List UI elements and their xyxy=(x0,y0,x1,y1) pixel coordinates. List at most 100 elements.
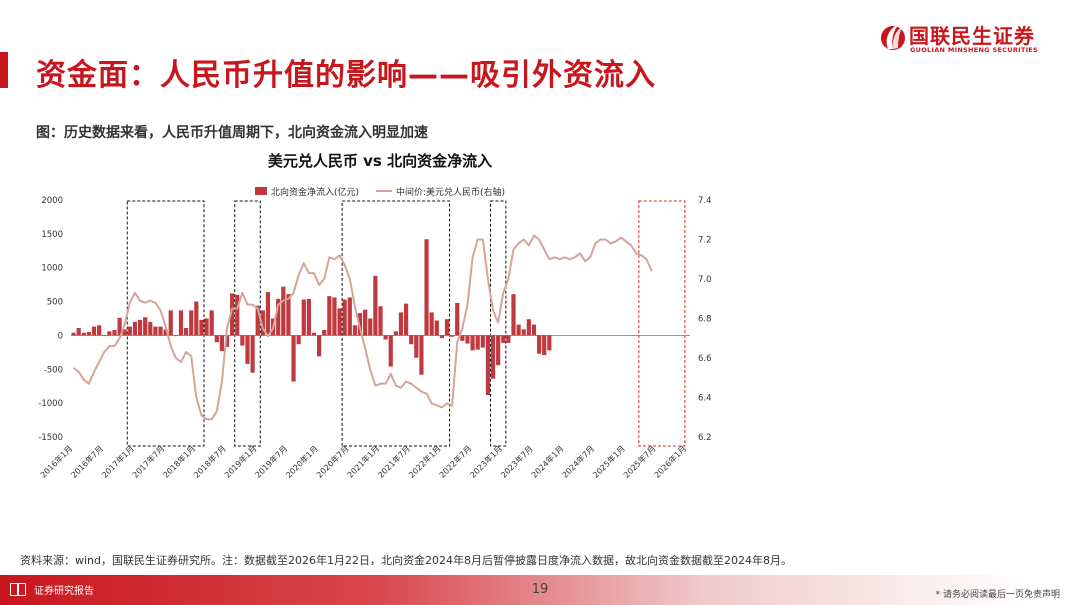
bar xyxy=(342,299,347,336)
bar xyxy=(306,298,311,336)
left-tick-label: -1500 xyxy=(38,433,63,443)
fx-line-series xyxy=(72,234,653,421)
bar xyxy=(163,329,168,336)
bar xyxy=(153,326,158,336)
left-tick-label: -500 xyxy=(44,365,63,375)
right-tick-label: 7.0 xyxy=(698,275,712,285)
bar xyxy=(301,299,306,336)
company-logo: 国联民生证券 GUOLIAN MINSHENG SECURITIES xyxy=(880,20,1050,56)
bar xyxy=(281,286,286,336)
bar xyxy=(173,335,178,337)
bar xyxy=(414,335,419,358)
bar xyxy=(127,326,132,336)
bar xyxy=(475,335,480,350)
right-tick-label: 6.8 xyxy=(698,315,712,325)
title-accent-bar xyxy=(0,52,8,88)
bar xyxy=(490,335,496,379)
bar xyxy=(403,303,409,336)
bar xyxy=(322,330,327,336)
bar xyxy=(168,310,173,336)
bar xyxy=(347,297,352,336)
bar xyxy=(439,335,444,339)
bar xyxy=(81,332,86,336)
bar xyxy=(480,335,485,348)
bar xyxy=(409,335,414,345)
bar xyxy=(178,310,184,336)
bar xyxy=(429,312,434,336)
bar xyxy=(260,310,265,336)
bar xyxy=(465,335,470,344)
left-tick-label: 1000 xyxy=(41,264,63,274)
bar xyxy=(286,294,291,336)
bar xyxy=(158,326,163,336)
bar xyxy=(184,327,189,336)
right-axis-ticks: 7.4 7.2 7.0 6.8 6.6 6.4 6.2 xyxy=(698,196,712,443)
legend-bar-swatch xyxy=(255,187,267,195)
right-tick-label: 6.2 xyxy=(698,433,712,443)
bar xyxy=(199,319,204,336)
bar xyxy=(460,335,465,341)
left-tick-label: -1000 xyxy=(38,399,63,409)
bar xyxy=(230,293,235,336)
book-icon xyxy=(10,583,26,596)
bar xyxy=(450,335,455,337)
bar xyxy=(296,335,301,345)
bar xyxy=(91,326,97,336)
right-tick-label: 6.6 xyxy=(698,354,712,364)
bar xyxy=(317,335,322,357)
bar xyxy=(255,305,260,336)
bar xyxy=(132,321,138,336)
bar xyxy=(86,332,92,336)
bar xyxy=(214,335,219,343)
left-tick-label: 500 xyxy=(47,298,63,308)
bar xyxy=(102,335,107,337)
highlight-regions xyxy=(126,200,686,447)
chart: 2000 1500 1000 500 0 -500 -1000 -1500 7.4 7.2 7.0… xyxy=(38,186,712,480)
logo-name: 国联民生证券 xyxy=(909,24,1035,48)
x-axis-ticks: 2016年1月2016年7月2017年1月2017年7月2018年1月2018年… xyxy=(38,443,688,479)
slide-title: 资金面：人民币升值的影响——吸引外资流入 xyxy=(36,58,656,93)
bar xyxy=(194,301,199,336)
bar xyxy=(76,327,81,336)
bar xyxy=(143,317,148,336)
bar xyxy=(97,325,102,336)
bar xyxy=(419,335,424,375)
bar xyxy=(107,331,112,336)
bar xyxy=(373,275,378,336)
left-axis-ticks: 2000 1500 1000 500 0 -500 -1000 -1500 xyxy=(38,196,63,443)
bar xyxy=(470,335,475,351)
bar xyxy=(526,319,531,336)
bar xyxy=(516,324,521,336)
footer-band xyxy=(0,575,1080,605)
bar xyxy=(240,335,245,346)
bar xyxy=(368,318,373,336)
left-tick-label: 2000 xyxy=(41,196,63,206)
bar xyxy=(137,319,143,336)
bar xyxy=(332,297,337,336)
bar xyxy=(235,294,240,336)
bar xyxy=(276,298,281,336)
bar xyxy=(204,318,209,336)
legend: 北向资金净流入(亿元) 中间价:美元兑人民币(右轴) xyxy=(255,186,505,198)
bar xyxy=(363,309,368,336)
source-note: 资料来源：wind，国联民生证券研究所。注：数据截至2026年1月22日，北向资… xyxy=(20,554,792,567)
bar xyxy=(501,335,506,343)
bar-series xyxy=(71,239,552,396)
bar xyxy=(434,320,439,336)
legend-line-label: 中间价:美元兑人民币(右轴) xyxy=(396,186,505,198)
figure-caption: 图：历史数据来看，人民币升值周期下，北向资金流入明显加速 xyxy=(36,125,428,141)
right-tick-label: 7.4 xyxy=(698,196,712,206)
bar xyxy=(521,329,526,336)
bar xyxy=(245,335,250,364)
highlight-region xyxy=(126,200,205,447)
bar xyxy=(547,335,552,351)
bar xyxy=(148,321,153,336)
left-tick-label: 1500 xyxy=(41,230,63,240)
disclaimer: * 请务必阅读最后一页免责声明 xyxy=(935,590,1060,600)
bar xyxy=(265,292,271,336)
highlight-region-red xyxy=(638,200,686,447)
legend-bar-label: 北向资金净流入(亿元) xyxy=(271,186,359,198)
bar xyxy=(71,332,76,336)
bar xyxy=(398,312,404,336)
logo-mark-icon xyxy=(881,24,905,50)
